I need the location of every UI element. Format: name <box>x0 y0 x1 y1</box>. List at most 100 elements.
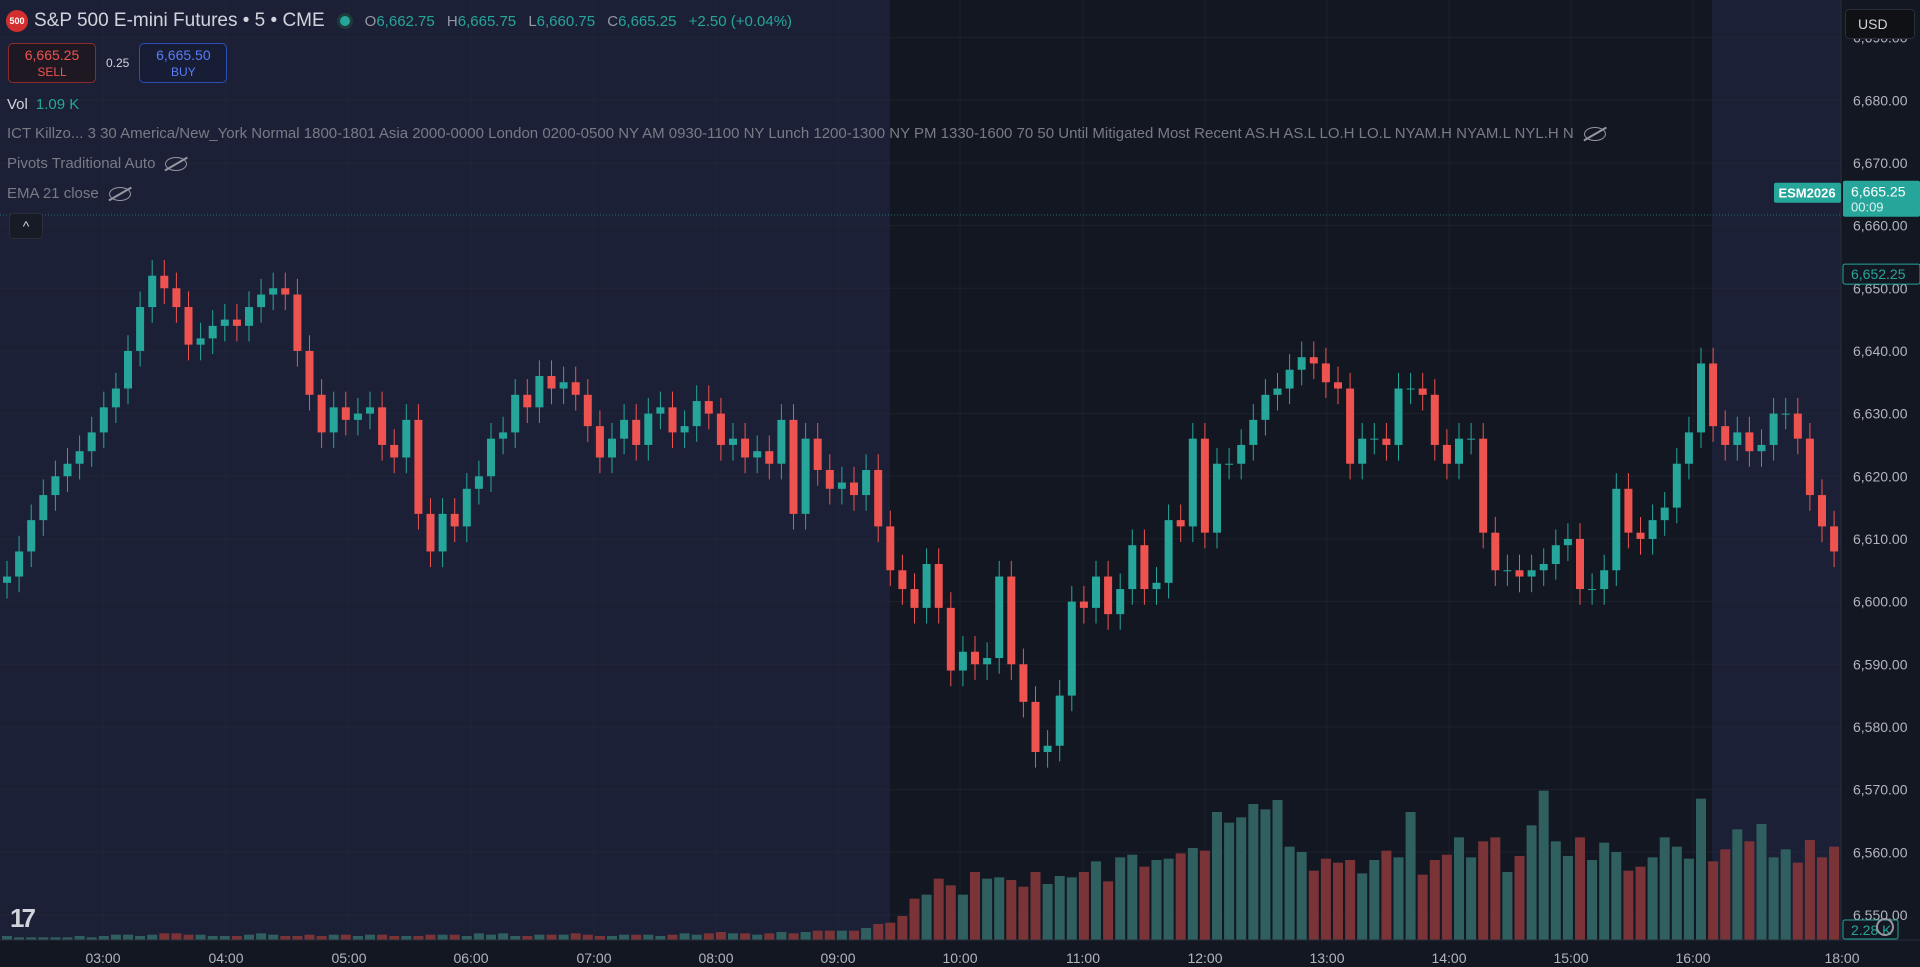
candle-body <box>620 419 629 439</box>
volume-bar <box>473 933 484 940</box>
time-tick-label: 05:00 <box>331 950 366 966</box>
volume-bar <box>1780 849 1791 940</box>
volume-bar <box>268 934 279 940</box>
volume-bar <box>679 933 690 940</box>
volume-bar <box>691 934 702 940</box>
candle-body <box>753 451 762 458</box>
candle-body <box>946 607 955 671</box>
price-axis-labels: 6,550.00 6,560.00 6,570.00 6,580.00 6,590.00… <box>1853 30 1908 923</box>
volume-bar <box>728 933 738 940</box>
volume-bar <box>1562 856 1573 940</box>
volume-bar <box>38 937 49 940</box>
symbol-title[interactable]: S&P 500 E-mini Futures • 5 • CME <box>34 10 325 31</box>
volume-bar <box>1151 860 1162 940</box>
eye-hidden-icon[interactable] <box>108 186 131 201</box>
candle-body <box>886 526 895 571</box>
candle-body <box>583 394 592 427</box>
candle-body <box>499 432 508 439</box>
volume-bar <box>1187 848 1198 940</box>
candle-body <box>305 350 314 395</box>
volume-legend[interactable]: Vol 1.09 K <box>7 96 79 113</box>
candle-body <box>729 438 737 445</box>
volume-bar <box>1272 800 1283 940</box>
volume-bar <box>861 928 872 940</box>
volume-bar <box>437 934 448 940</box>
candle-body <box>1140 545 1149 590</box>
eye-hidden-icon[interactable] <box>165 156 188 171</box>
volume-bar <box>365 934 375 940</box>
time-tick-label: 09:00 <box>820 950 855 966</box>
sell-button[interactable]: 6,665.25 SELL <box>8 43 96 83</box>
volume-bar <box>389 936 400 940</box>
volume-bar <box>304 934 315 940</box>
candle-body <box>1527 570 1536 577</box>
candle-body <box>1830 526 1839 552</box>
volume-bar <box>1708 861 1719 940</box>
volume-bar <box>1018 886 1029 940</box>
volume-bar <box>1248 804 1259 940</box>
ema-price-marker <box>1842 263 1920 285</box>
volume-bar <box>449 934 460 940</box>
time-tick-label: 13:00 <box>1309 950 1344 966</box>
candle-body <box>1043 745 1052 752</box>
candle-body <box>1781 413 1790 415</box>
volume-bar <box>2 936 12 940</box>
volume-bar <box>522 936 533 940</box>
eye-hidden-icon[interactable] <box>1583 126 1606 141</box>
volume-bar <box>655 936 666 940</box>
candle-body <box>1418 388 1427 395</box>
price-axis[interactable] <box>1841 0 1920 967</box>
currency-select[interactable]: USD <box>1845 9 1915 39</box>
candle-body <box>813 438 822 470</box>
candle-body <box>1092 576 1100 608</box>
volume-bar <box>824 930 835 940</box>
time-tick-label: 12:00 <box>1187 950 1222 966</box>
price-tick-label: 6,630.00 <box>1853 406 1908 422</box>
gear-icon[interactable] <box>1876 918 1894 936</box>
collapse-legend-button[interactable]: ^ <box>9 213 43 239</box>
market-status-icon[interactable] <box>336 13 353 29</box>
volume-bar <box>1441 854 1452 940</box>
ema-legend[interactable]: EMA 21 close <box>7 185 131 202</box>
buy-button[interactable]: 6,665.50 BUY <box>139 43 228 83</box>
candle-body <box>898 570 907 590</box>
candle-body <box>680 426 689 433</box>
volume-bar <box>159 933 170 940</box>
candle-body <box>438 513 447 552</box>
candle-body <box>1176 520 1185 527</box>
candle-body <box>523 394 532 408</box>
volume-bar <box>292 936 303 940</box>
time-axis[interactable] <box>0 940 1920 967</box>
volume-bar <box>1381 850 1392 940</box>
volume-bar <box>1768 857 1779 940</box>
volume-bar <box>328 934 339 940</box>
candle-body <box>1612 488 1621 571</box>
volume-bar <box>667 934 678 940</box>
volume-bar <box>788 933 799 940</box>
candle-body <box>329 407 338 433</box>
ict-killzones-legend[interactable]: ICT Killzo... 3 30 America/New_York Norm… <box>7 125 1606 142</box>
candle-body <box>1213 463 1221 533</box>
candle-body <box>801 438 810 514</box>
volume-bar <box>1635 866 1646 940</box>
price-tick-label: 6,550.00 <box>1853 907 1908 923</box>
volume-bar <box>1429 860 1440 940</box>
volume-bar <box>1683 858 1694 940</box>
volume-bar <box>1417 874 1428 940</box>
candle-body <box>1406 388 1415 390</box>
volume-bar <box>921 894 932 940</box>
volume-bar <box>897 916 908 940</box>
volume-bar <box>534 934 545 940</box>
pivots-legend[interactable]: Pivots Traditional Auto <box>7 155 188 172</box>
volume-bar <box>703 933 714 940</box>
volume-bar <box>1514 856 1525 940</box>
volume-bar <box>1308 870 1319 940</box>
candle-body <box>220 319 229 326</box>
volume-bar <box>945 885 956 940</box>
candle-body <box>1636 532 1645 539</box>
volume-bar <box>1466 857 1477 940</box>
symbol-marker <box>1774 182 1841 203</box>
candle-body <box>692 401 701 427</box>
symbol-logo[interactable]: 500 <box>6 10 28 32</box>
